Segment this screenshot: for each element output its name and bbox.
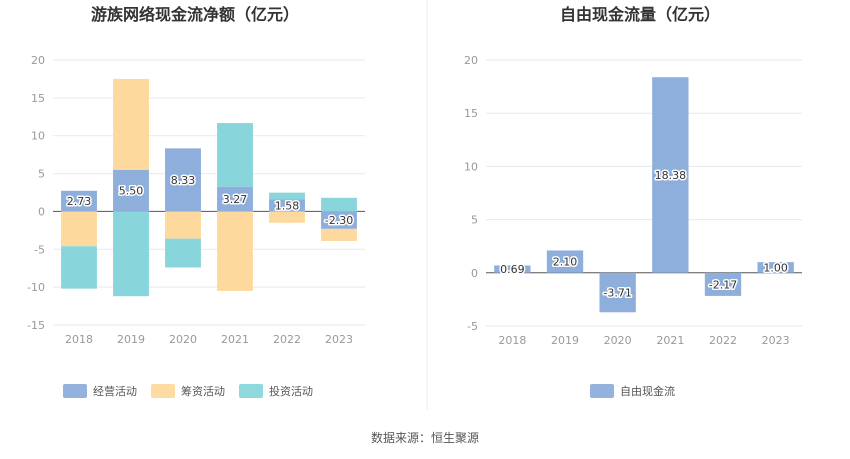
legend-swatch — [239, 384, 263, 398]
y-tick-label: 5 — [471, 214, 478, 227]
chart-title: 自由现金流量（亿元） — [560, 5, 720, 24]
legend-swatch — [590, 384, 614, 398]
x-tick-label: 2022 — [273, 333, 301, 346]
legend-label: 筹资活动 — [181, 384, 225, 398]
bar — [546, 250, 584, 273]
x-tick-label: 2018 — [65, 333, 93, 346]
y-tick-label: -5 — [34, 243, 45, 256]
bar — [599, 272, 636, 313]
bar — [269, 192, 305, 200]
y-tick-label: 10 — [464, 160, 478, 173]
legend-swatch — [63, 384, 87, 398]
y-tick-label: 0 — [471, 267, 478, 280]
legend-label: 投资活动 — [269, 384, 313, 398]
bar — [217, 211, 253, 291]
data-label: -2.30 — [325, 214, 353, 227]
legend-label: 经营活动 — [93, 384, 137, 398]
bar — [165, 211, 201, 239]
bar — [61, 246, 97, 289]
bar — [217, 186, 253, 212]
y-tick-label: 0 — [38, 205, 45, 218]
data-label: 8.33 — [171, 174, 196, 187]
chart-title: 游族网络现金流净额（亿元） — [91, 5, 299, 24]
x-tick-label: 2020 — [604, 334, 632, 347]
bar — [165, 148, 201, 212]
bar — [113, 169, 149, 212]
bar — [217, 123, 253, 187]
bar — [61, 190, 97, 212]
x-tick-label: 2019 — [117, 333, 145, 346]
x-tick-label: 2018 — [498, 334, 526, 347]
bar — [165, 238, 201, 268]
data-label: -3.71 — [603, 287, 631, 300]
legend-label: 自由现金流 — [620, 384, 675, 398]
y-tick-label: -10 — [27, 281, 45, 294]
y-tick-label: 5 — [38, 168, 45, 181]
bar — [269, 199, 305, 212]
x-tick-label: 2023 — [762, 334, 790, 347]
bar — [494, 265, 531, 273]
x-tick-label: 2019 — [551, 334, 579, 347]
data-label: 0.69 — [500, 263, 525, 276]
y-tick-label: -5 — [467, 320, 478, 333]
bar — [321, 228, 357, 241]
bar — [269, 211, 305, 223]
cash-flow-net-chart: 游族网络现金流净额（亿元） -15 -10 -5 0 5 10 15 20 2018 2019 202… — [27, 5, 365, 398]
bar — [704, 272, 742, 296]
bar — [652, 77, 689, 273]
y-tick-label: 20 — [31, 54, 45, 67]
x-tick-label: 2022 — [709, 334, 737, 347]
data-label: 2.73 — [67, 195, 92, 208]
y-tick-label: 10 — [31, 130, 45, 143]
bar — [113, 211, 149, 297]
bar — [757, 262, 794, 273]
x-tick-label: 2021 — [221, 333, 249, 346]
y-tick-label: 20 — [464, 54, 478, 67]
x-tick-label: 2021 — [656, 334, 684, 347]
x-tick-label: 2023 — [325, 333, 353, 346]
data-label: 5.50 — [119, 185, 144, 198]
data-label: 2.10 — [553, 256, 578, 269]
bar — [113, 78, 149, 170]
x-tick-label: 2020 — [169, 333, 197, 346]
source-note: 数据来源：恒生聚源 — [371, 430, 479, 445]
y-tick-label: -15 — [27, 319, 45, 332]
bar — [61, 211, 97, 247]
legend-swatch — [151, 384, 175, 398]
free-cash-flow-chart: 自由现金流量（亿元） -5 0 5 10 15 20 2018 2019 2020 2021 2022… — [464, 5, 802, 398]
bar — [321, 211, 357, 229]
y-tick-label: 15 — [31, 92, 45, 105]
data-label: 1.58 — [275, 199, 300, 212]
y-tick-label: 15 — [464, 107, 478, 120]
bar — [321, 197, 357, 212]
data-label: 18.38 — [655, 169, 687, 182]
data-label: 3.27 — [223, 193, 248, 206]
data-label: 1.00 — [763, 261, 788, 274]
data-label: -2.17 — [709, 278, 737, 291]
